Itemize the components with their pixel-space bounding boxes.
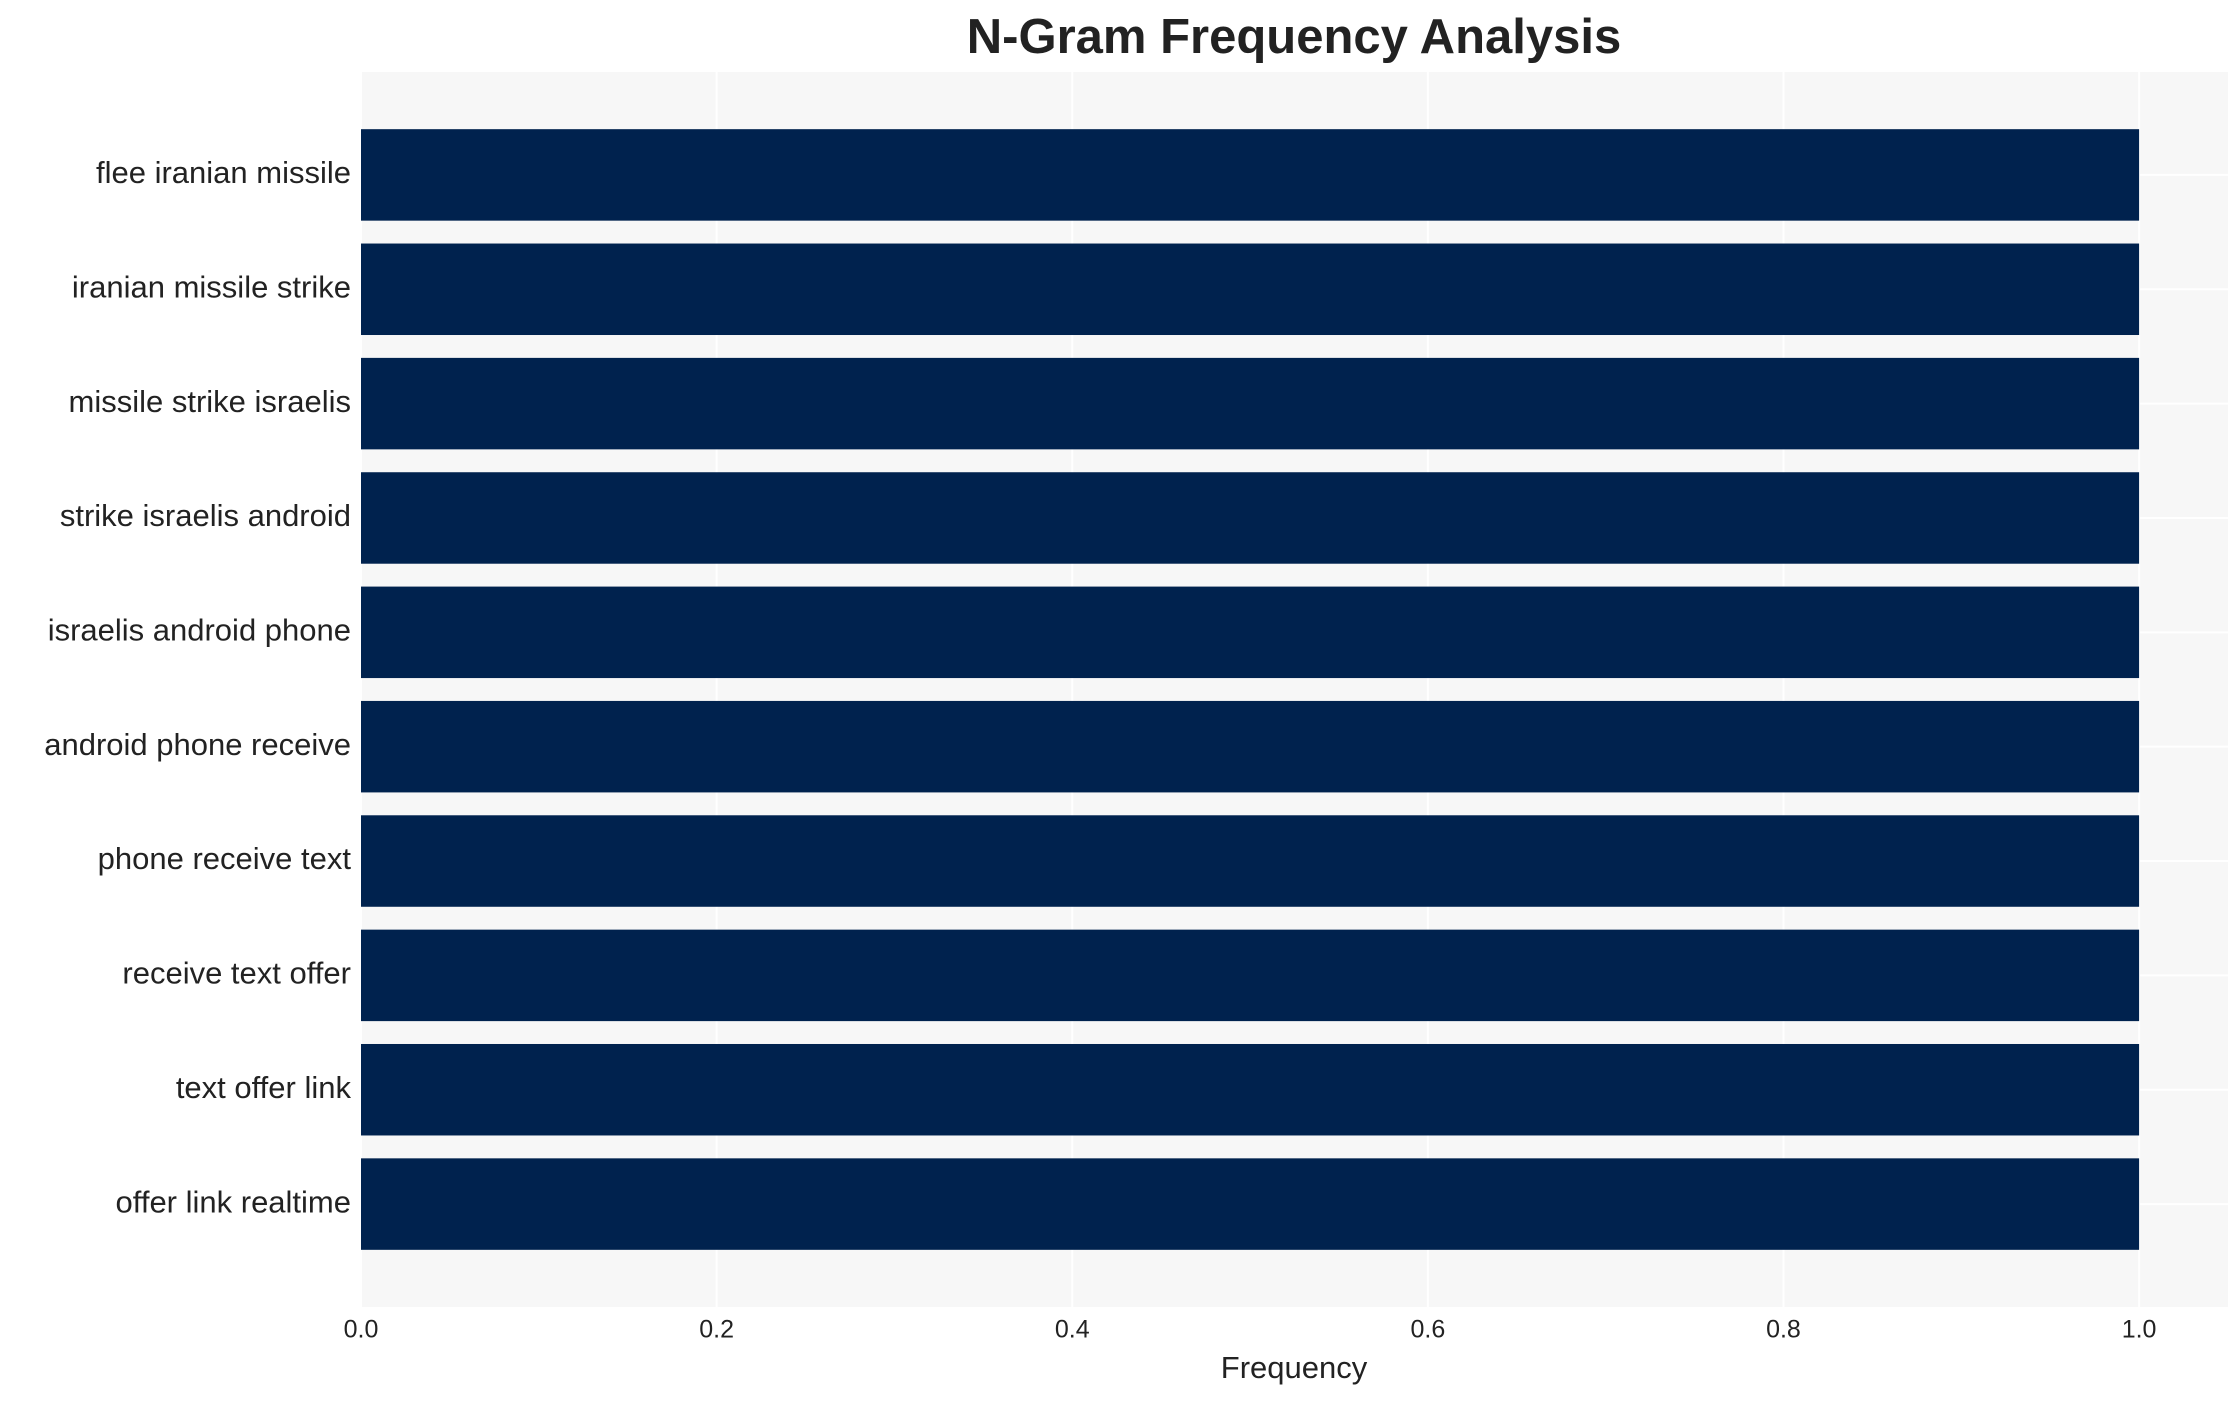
bar: [361, 700, 2140, 793]
bar: [361, 129, 2140, 221]
y-tick-label: android phone receive: [44, 727, 351, 762]
chart-title: N-Gram Frequency Analysis: [967, 10, 1621, 64]
bar: [361, 815, 2140, 907]
y-tick-label: text offer link: [176, 1070, 352, 1105]
bar: [361, 929, 2140, 1022]
bar: [361, 586, 2140, 679]
y-tick-label: phone receive text: [98, 841, 352, 876]
y-tick-label: israelis android phone: [48, 613, 351, 648]
y-tick-label: missile strike israelis: [69, 384, 351, 419]
bar: [361, 1158, 2140, 1250]
bar: [361, 357, 2140, 450]
y-tick-label: receive text offer: [122, 956, 351, 991]
x-tick-label: 0.2: [699, 1316, 734, 1344]
y-tick-label: flee iranian missile: [96, 155, 351, 190]
x-tick-label: 0.4: [1055, 1316, 1090, 1344]
x-tick-label: 0.8: [1766, 1316, 1801, 1344]
bar: [361, 472, 2140, 564]
y-tick-label: iranian missile strike: [72, 269, 351, 304]
x-tick-label: 1.0: [2122, 1316, 2157, 1344]
x-tick-label: 0.0: [344, 1316, 379, 1344]
y-tick-label: strike israelis android: [60, 498, 351, 533]
x-axis-label: Frequency: [1221, 1350, 1368, 1385]
bar: [361, 1043, 2140, 1136]
y-tick-label: offer link realtime: [116, 1184, 351, 1219]
bar: [361, 243, 2140, 336]
x-tick-label: 0.6: [1410, 1316, 1445, 1344]
